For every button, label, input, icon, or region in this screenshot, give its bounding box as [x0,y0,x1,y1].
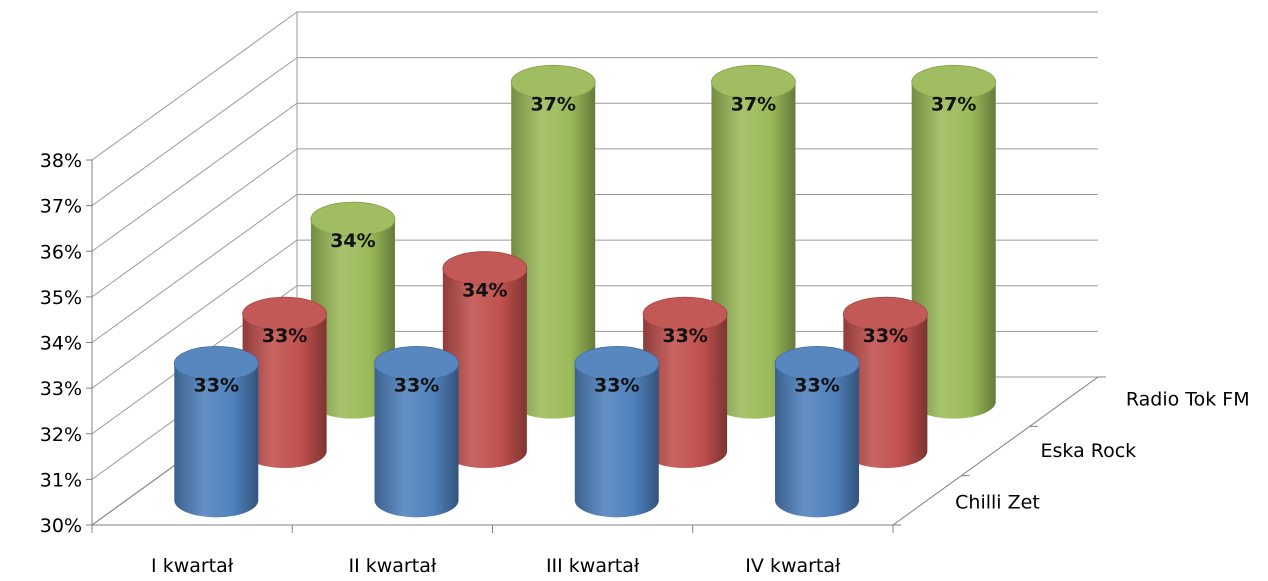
bar: 33% [842,296,928,468]
bar-top [711,64,796,100]
bar: 37% [911,64,997,419]
y-tick-label: 30% [40,515,82,537]
bar-top [310,201,396,237]
x-tick-label: IV kwartał [745,555,841,576]
x-tick-label: II kwartał [349,555,437,576]
bar: 33% [574,346,660,518]
data-label: 33% [662,325,707,347]
data-label: 33% [863,325,908,347]
bar-top [574,346,660,381]
bar-body [574,363,659,518]
y-tick-label: 35% [40,287,82,309]
bar-body [511,82,596,419]
bar: 33% [642,296,728,468]
data-label: 37% [731,93,776,115]
y-tick-label: 33% [40,378,82,400]
data-label: 33% [794,374,839,396]
y-tick-label: 31% [40,469,82,491]
bar-body [843,314,928,468]
bar-top [173,346,259,381]
bar-top [242,296,328,332]
data-label: 34% [462,280,507,302]
y-tick-label: 32% [40,424,82,446]
bar-body [775,363,860,518]
y-tick-label: 34% [40,333,82,355]
data-label: 33% [194,374,239,396]
bar-body [242,314,327,468]
gridlines [91,11,1098,526]
series-label: Chilli Zet [955,491,1040,513]
bar: 33% [173,346,259,518]
bar: 34% [310,201,396,419]
x-tick-label: III kwartał [546,555,640,576]
bar: 37% [510,64,596,419]
data-label: 37% [530,93,575,115]
bar-top [374,346,459,381]
bar: 33% [374,346,459,518]
bar-top [442,251,528,286]
bar-body [711,82,796,419]
bar-top [911,64,997,100]
bar: 37% [711,64,796,419]
series-label: Eska Rock [1041,440,1137,462]
bar-top [842,296,928,332]
bar: 34% [442,251,528,468]
data-label: 37% [931,93,976,115]
bar-body [643,314,728,468]
data-label: 33% [594,374,639,396]
data-label: 34% [330,230,375,252]
bar-body [442,268,527,468]
bar-top [510,64,596,100]
bar: 33% [242,296,328,468]
x-tick-label: I kwartał [151,555,234,576]
y-tick-label: 38% [40,150,82,172]
bar-top [642,296,728,332]
labels: 30% 31% 32% 33% 34% 35% 36% 37% 38% I kwartał II k… [40,150,1250,577]
bar-body [911,82,996,419]
y-tick-label: 36% [40,241,82,263]
data-label: 33% [394,374,439,396]
bar-body [374,363,459,518]
series-label: Radio Tok FM [1126,389,1250,411]
data-label: 33% [262,325,307,347]
bar-body [174,363,259,518]
y-tick-label: 37% [40,196,82,218]
bar-body [310,219,395,419]
bars: 34% 37% 37% 37% 33% 34% 33% 33% 33% 33% 33% 33% [173,64,997,518]
bar-top [774,346,860,381]
bar: 33% [774,346,860,518]
